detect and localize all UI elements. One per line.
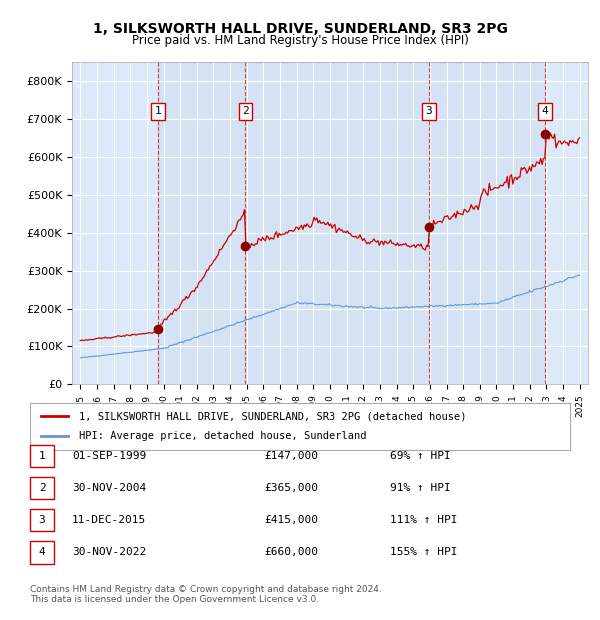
Text: £660,000: £660,000 — [264, 547, 318, 557]
Text: 1: 1 — [38, 451, 46, 461]
Text: 11-DEC-2015: 11-DEC-2015 — [72, 515, 146, 525]
Text: 1: 1 — [155, 106, 161, 117]
Bar — [158, 62, 545, 384]
Text: 3: 3 — [38, 515, 46, 525]
Text: Price paid vs. HM Land Registry's House Price Index (HPI): Price paid vs. HM Land Registry's House … — [131, 34, 469, 47]
Text: 1, SILKSWORTH HALL DRIVE, SUNDERLAND, SR3 2PG: 1, SILKSWORTH HALL DRIVE, SUNDERLAND, SR… — [92, 22, 508, 36]
Text: 111% ↑ HPI: 111% ↑ HPI — [390, 515, 458, 525]
Text: 69% ↑ HPI: 69% ↑ HPI — [390, 451, 451, 461]
Text: 155% ↑ HPI: 155% ↑ HPI — [390, 547, 458, 557]
Text: £415,000: £415,000 — [264, 515, 318, 525]
Text: 30-NOV-2022: 30-NOV-2022 — [72, 547, 146, 557]
Text: 2: 2 — [242, 106, 249, 117]
Text: 30-NOV-2004: 30-NOV-2004 — [72, 483, 146, 493]
Text: Contains HM Land Registry data © Crown copyright and database right 2024.
This d: Contains HM Land Registry data © Crown c… — [30, 585, 382, 604]
Text: 4: 4 — [542, 106, 548, 117]
Text: HPI: Average price, detached house, Sunderland: HPI: Average price, detached house, Sund… — [79, 432, 366, 441]
Text: 01-SEP-1999: 01-SEP-1999 — [72, 451, 146, 461]
Text: 2: 2 — [38, 483, 46, 493]
Text: £365,000: £365,000 — [264, 483, 318, 493]
Text: 1, SILKSWORTH HALL DRIVE, SUNDERLAND, SR3 2PG (detached house): 1, SILKSWORTH HALL DRIVE, SUNDERLAND, SR… — [79, 411, 466, 421]
Text: 91% ↑ HPI: 91% ↑ HPI — [390, 483, 451, 493]
Text: 4: 4 — [38, 547, 46, 557]
Text: 3: 3 — [425, 106, 433, 117]
Text: £147,000: £147,000 — [264, 451, 318, 461]
